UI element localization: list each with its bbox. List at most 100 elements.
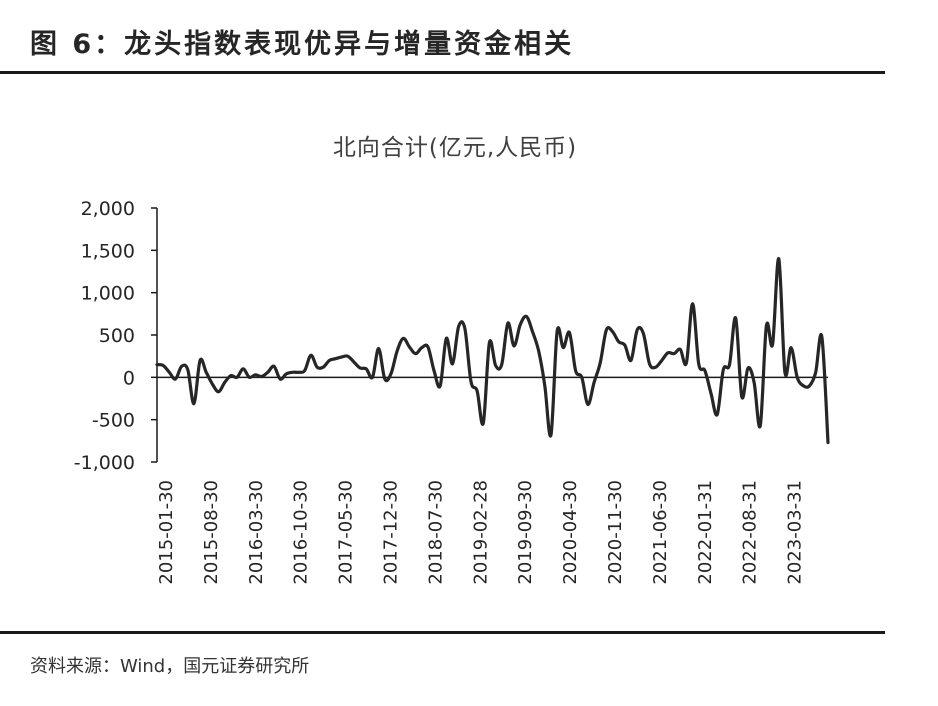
data-point <box>218 391 219 392</box>
data-point <box>427 346 428 347</box>
data-point <box>483 423 484 424</box>
data-point <box>446 338 447 339</box>
data-point <box>230 375 231 376</box>
data-point <box>329 360 330 361</box>
x-tick-label: 2018-07-30 <box>425 480 446 585</box>
data-point <box>274 366 275 367</box>
data-point <box>286 373 287 374</box>
data-point <box>390 373 391 374</box>
x-tick-label: 2021-06-30 <box>650 480 671 585</box>
data-point <box>643 333 644 334</box>
data-point <box>261 376 262 377</box>
data-point <box>440 385 441 386</box>
data-point <box>409 346 410 347</box>
data-point <box>815 372 816 373</box>
data-point <box>434 370 435 371</box>
data-point <box>674 353 675 354</box>
data-point <box>698 363 699 364</box>
x-tick-label: 2022-08-31 <box>740 480 761 585</box>
figure-title: 图 6：龙头指数表现优异与增量资金相关 <box>30 29 575 60</box>
data-point <box>169 372 170 373</box>
data-point <box>193 403 194 404</box>
series-group <box>155 257 830 445</box>
data-point <box>452 363 453 364</box>
data-point <box>575 370 576 371</box>
data-point <box>501 364 502 365</box>
x-tick-label: 2019-09-30 <box>515 480 536 585</box>
y-tick-label: 500 <box>99 325 135 347</box>
data-point <box>206 372 207 373</box>
data-point <box>772 344 773 345</box>
x-tick-label: 2016-10-30 <box>291 480 312 585</box>
y-tick-label: 1,500 <box>81 240 135 262</box>
data-point <box>797 377 798 378</box>
data-point <box>704 370 705 371</box>
data-point <box>237 377 238 378</box>
data-point <box>587 404 588 405</box>
data-point <box>729 364 730 365</box>
data-point <box>526 316 527 317</box>
data-point <box>649 363 650 364</box>
x-tick-label: 2015-08-30 <box>201 480 222 585</box>
data-point <box>581 377 582 378</box>
data-point <box>243 368 244 369</box>
data-point <box>624 345 625 346</box>
x-tick-label: 2020-11-30 <box>605 480 626 585</box>
data-point <box>600 362 601 363</box>
data-point <box>680 349 681 350</box>
source-note: 资料来源：Wind，国元证券研究所 <box>30 656 310 677</box>
y-tick-label: -500 <box>92 410 135 432</box>
top-rule <box>0 71 885 74</box>
y-tick-label: 2,000 <box>81 198 135 220</box>
data-point <box>175 379 176 380</box>
series-line <box>155 257 830 445</box>
data-point <box>741 396 742 397</box>
data-point <box>809 385 810 386</box>
y-tick-label: 0 <box>123 367 135 389</box>
data-point <box>397 351 398 352</box>
data-point <box>421 347 422 348</box>
bottom-rule <box>0 631 885 634</box>
data-point <box>181 366 182 367</box>
data-point <box>551 434 552 435</box>
data-point <box>317 367 318 368</box>
data-point <box>766 325 767 326</box>
data-point <box>514 346 515 347</box>
data-point <box>557 331 558 332</box>
x-tick-label: 2019-02-28 <box>470 480 491 585</box>
data-point <box>717 414 718 415</box>
data-point <box>163 365 164 366</box>
data-point <box>212 384 213 385</box>
data-point <box>667 352 668 353</box>
data-point <box>255 374 256 375</box>
data-point <box>495 365 496 366</box>
data-point <box>280 379 281 380</box>
data-point <box>298 372 299 373</box>
data-point <box>471 381 472 382</box>
x-axis: 2015-01-30 2015-08-30 2016-03-30 2016-10-30… <box>156 376 828 585</box>
x-tick-label: 2017-05-30 <box>336 480 357 585</box>
data-point <box>304 370 305 371</box>
data-point <box>544 385 545 386</box>
data-point <box>366 368 367 369</box>
data-point <box>569 332 570 333</box>
data-point <box>249 377 250 378</box>
data-point <box>686 362 687 363</box>
data-point <box>723 369 724 370</box>
chart-title: 北向合计(亿元,人民币) <box>333 135 577 161</box>
data-point <box>655 367 656 368</box>
data-point <box>692 303 693 304</box>
data-point <box>372 377 373 378</box>
data-point <box>735 318 736 319</box>
data-point <box>507 323 508 324</box>
data-point <box>354 362 355 363</box>
data-point <box>606 329 607 330</box>
data-point <box>360 368 361 369</box>
data-point <box>224 382 225 383</box>
data-point <box>821 336 822 337</box>
data-point <box>464 328 465 329</box>
data-point <box>791 347 792 348</box>
data-point <box>538 351 539 352</box>
data-point <box>594 382 595 383</box>
data-point <box>187 369 188 370</box>
